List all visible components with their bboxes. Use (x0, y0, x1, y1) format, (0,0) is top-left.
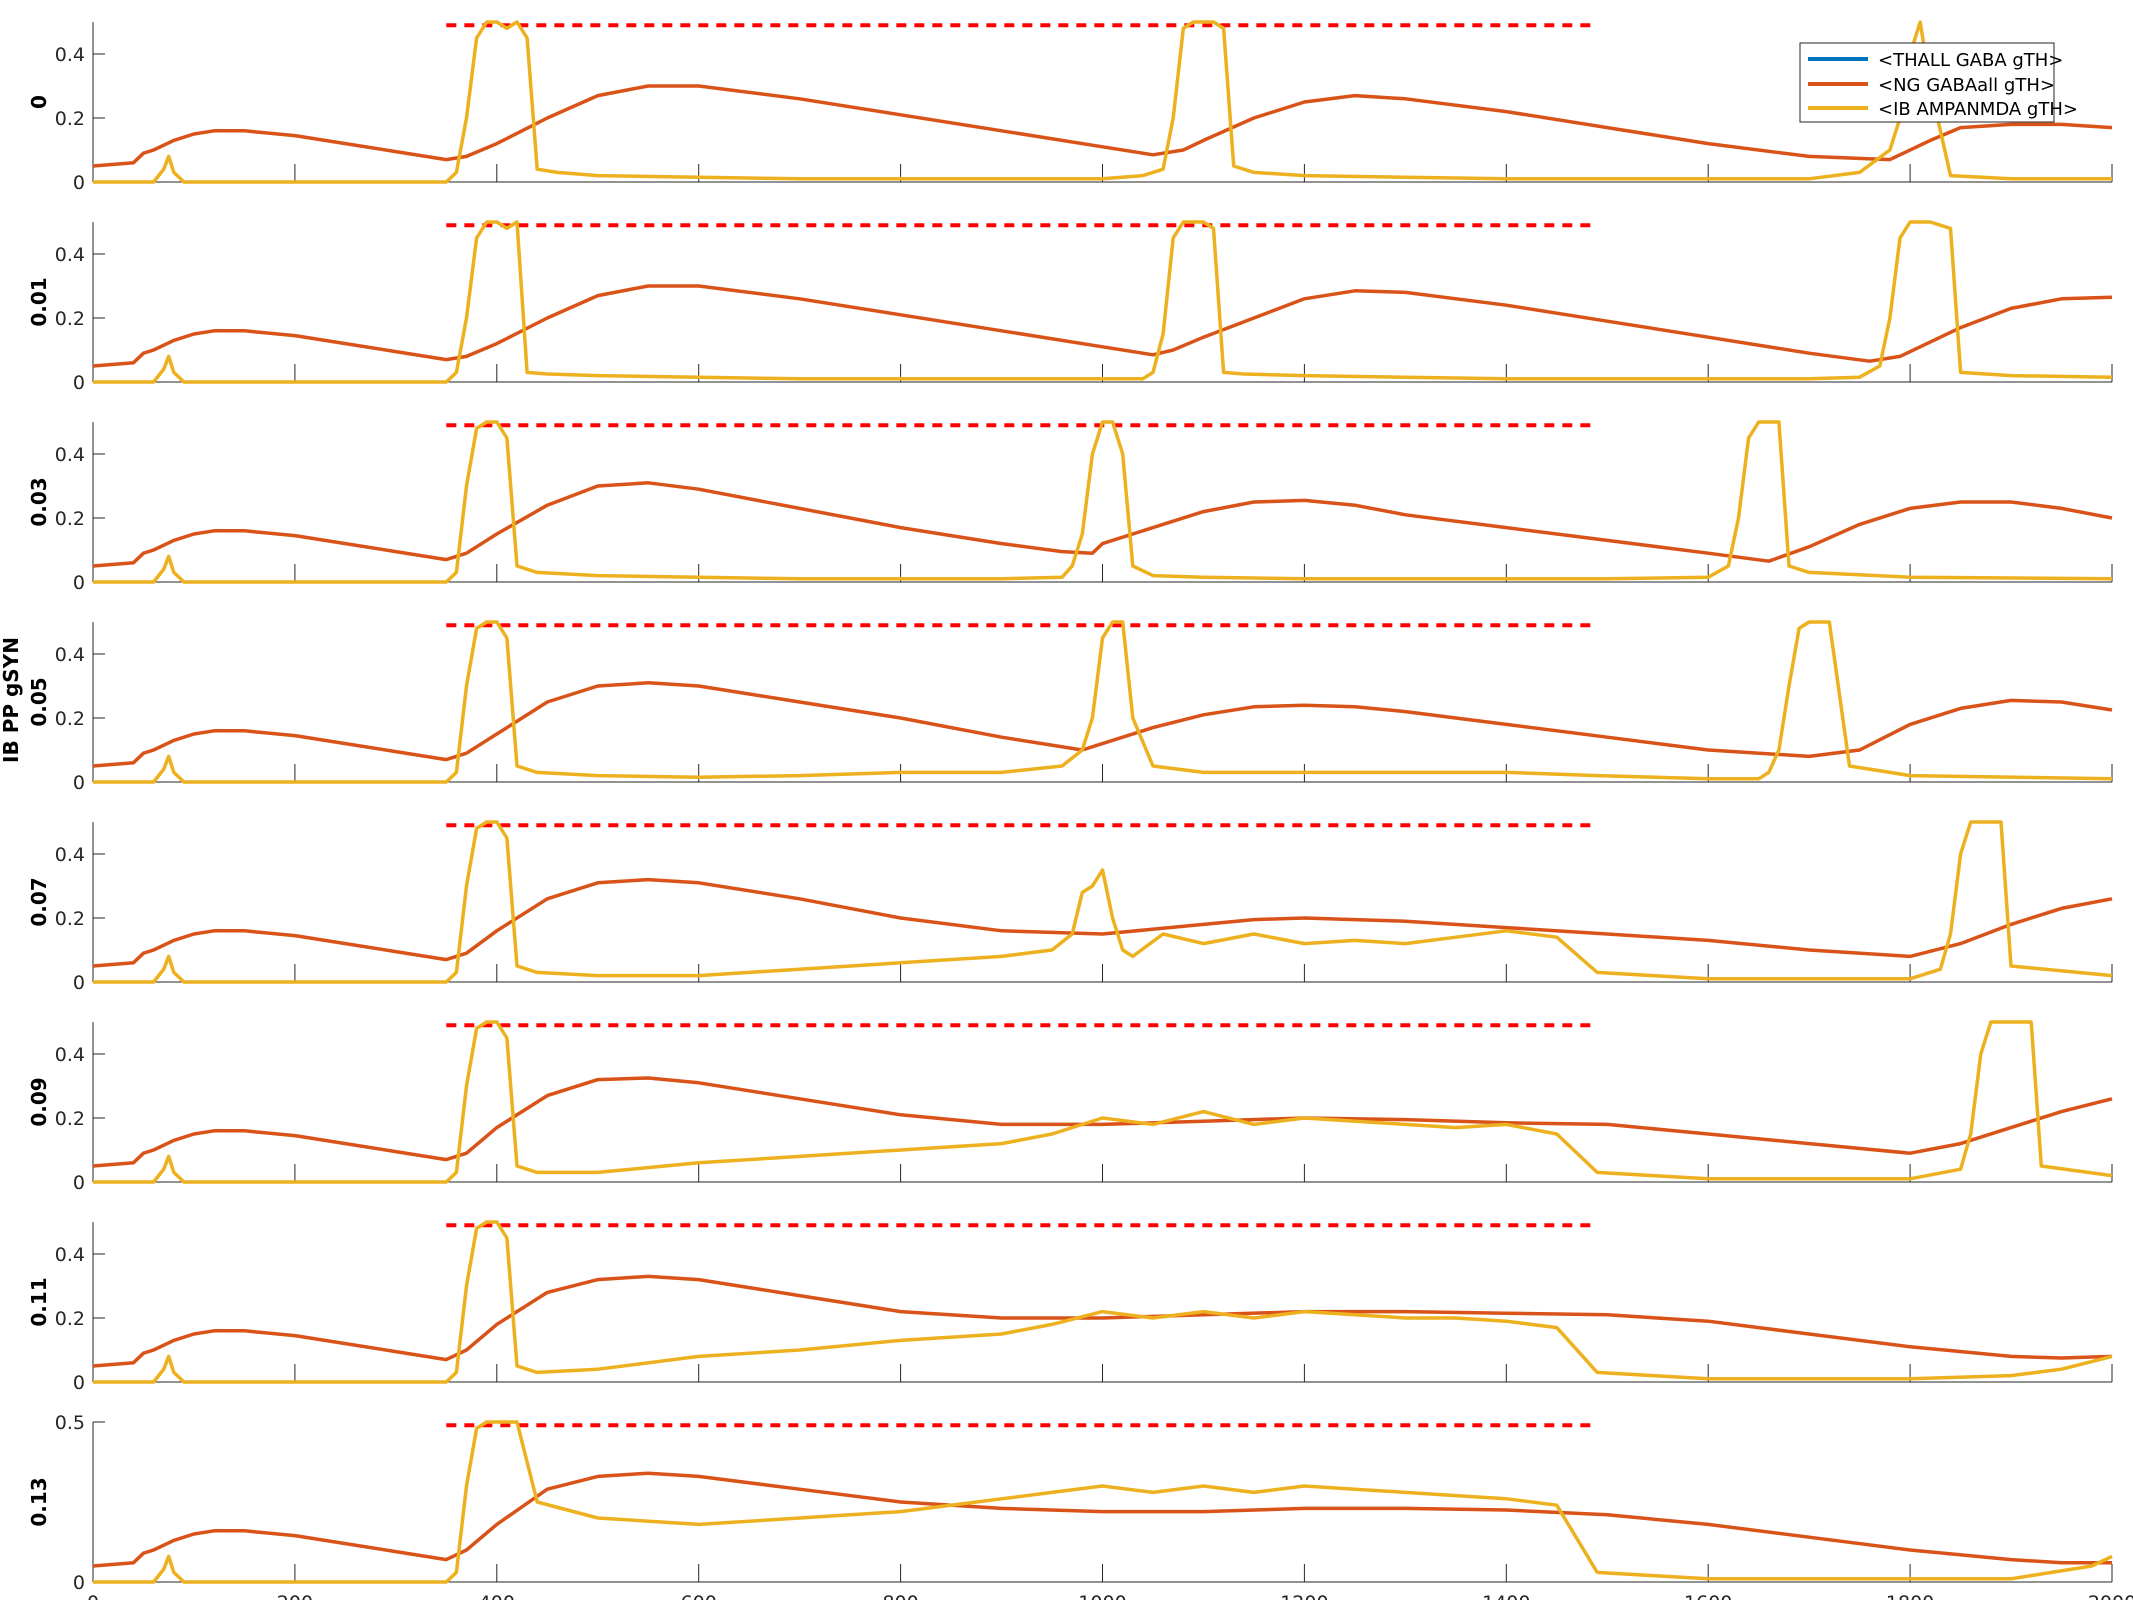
series-line-ib-ampanmda (93, 1020, 2113, 1184)
y-tick-label: 0.4 (55, 244, 85, 266)
y-tick-label: 0 (73, 572, 85, 594)
panel-0: 0 0.2 0.4 0 (27, 20, 2113, 194)
series-line-ib-ampanmda (93, 1220, 2113, 1384)
x-tick-label: 1200 (1280, 1592, 1328, 1600)
x-tick-label: 1000 (1078, 1592, 1126, 1600)
series-line-ng-gabaall (92, 284, 2113, 368)
panel-label: 0.03 (27, 477, 51, 526)
x-tick-label: 800 (882, 1592, 918, 1600)
y-tick-label: 0.4 (55, 44, 85, 66)
y-tick-label: 0.4 (55, 644, 85, 666)
figure-ylabel: IB PP gSYN (0, 637, 23, 763)
y-tick-label: 0.2 (55, 708, 85, 730)
series-line-ib-ampanmda (93, 20, 2112, 184)
panel-2: 0 0.2 0.40.03 (27, 420, 2113, 594)
y-tick-label: 0 (73, 372, 85, 394)
y-tick-label: 0.4 (55, 444, 85, 466)
series-line-ng-gabaall (92, 681, 2113, 768)
y-tick-label: 0 (73, 1372, 85, 1394)
legend: <THALL GABA gTH> <NG GABAall gTH> <IB AM… (1799, 42, 2078, 123)
series-line-ng-gabaall (92, 84, 2113, 168)
series-line-ib-ampanmda (93, 620, 2113, 784)
y-tick-label: 0 (73, 1572, 85, 1594)
series-line-ng-gabaall (92, 1076, 2113, 1168)
y-tick-label: 0.5 (55, 1412, 85, 1434)
y-tick-label: 0.2 (55, 908, 85, 930)
panel-label: 0.11 (27, 1277, 51, 1326)
legend-label-ng: <NG GABAall gTH> (1878, 75, 2055, 96)
x-tick-label: 2000 (2088, 1592, 2133, 1600)
y-tick-label: 0.2 (55, 108, 85, 130)
y-tick-label: 0.2 (55, 1108, 85, 1130)
panel-label: 0 (27, 95, 51, 109)
panel-label: 0.13 (27, 1477, 51, 1526)
series-line-ng-gabaall (92, 877, 2113, 968)
y-tick-label: 0 (73, 772, 85, 794)
panel-4: 0 0.2 0.40.07 (27, 820, 2113, 994)
series-line-ng-gabaall (92, 481, 2113, 568)
legend-label-thall: <THALL GABA gTH> (1878, 50, 2063, 71)
x-tick-label: 1800 (1886, 1592, 1934, 1600)
x-tick-label: 400 (479, 1592, 515, 1600)
series-line-ib-ampanmda (93, 220, 2113, 384)
y-tick-label: 0 (73, 972, 85, 994)
x-tick-label: 1400 (1482, 1592, 1530, 1600)
series-line-ib-ampanmda (93, 420, 2113, 584)
panel-5: 0 0.2 0.40.09 (27, 1020, 2113, 1194)
y-tick-label: 0.4 (55, 1244, 85, 1266)
y-tick-label: 0.2 (55, 508, 85, 530)
panel-6: 0 0.2 0.40.11 (27, 1220, 2113, 1394)
panel-label: 0.01 (27, 277, 51, 326)
panel-label: 0.07 (27, 877, 51, 926)
series-line-ib-ampanmda (93, 820, 2113, 984)
y-tick-label: 0.2 (55, 1308, 85, 1330)
x-tick-label: 600 (681, 1592, 717, 1600)
panel-3: 0 0.2 0.40.05 (27, 620, 2113, 794)
panel-7: 0 0.5 0.13 0 200 400 600 800 1000 1200 1400 1600 180… (27, 1412, 2133, 1600)
y-tick-label: 0 (73, 1172, 85, 1194)
y-tick-label: 0 (73, 172, 85, 194)
series-line-ng-gabaall (92, 1274, 2113, 1368)
subplot-stack: 00.20.4000.20.40.0100.20.40.0300.20.40.0… (27, 20, 2133, 1600)
panel-label: 0.09 (27, 1077, 51, 1126)
y-tick-label: 0.4 (55, 844, 85, 866)
x-tick-label: 1600 (1684, 1592, 1732, 1600)
y-tick-label: 0.4 (55, 1044, 85, 1066)
x-tick-label: 200 (277, 1592, 313, 1600)
series-line-ib-ampanmda (93, 1420, 2113, 1584)
series-line-ng-gabaall (92, 1471, 2112, 1568)
y-tick-label: 0.2 (55, 308, 85, 330)
legend-label-ib: <IB AMPANMDA gTH> (1878, 99, 2078, 120)
x-tick-label: 0 (87, 1592, 99, 1600)
panel-label: 0.05 (27, 677, 51, 726)
panel-1: 0 0.2 0.40.01 (27, 220, 2113, 394)
